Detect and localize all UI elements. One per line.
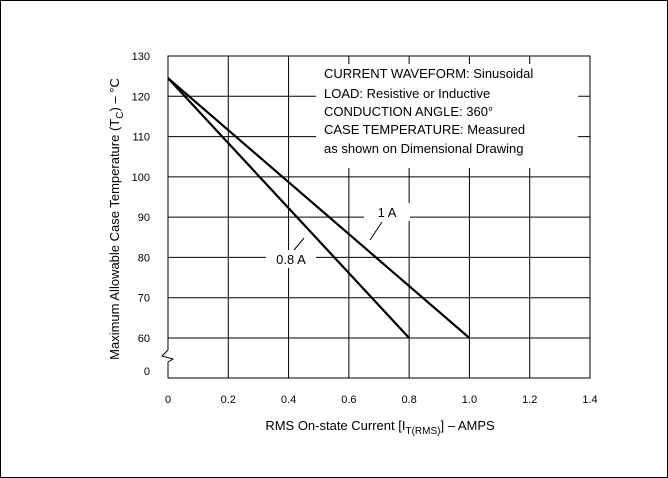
y-tick-label: 110 <box>132 132 150 144</box>
annotation-line: as shown on Dimensional Drawing <box>324 141 523 156</box>
series-label-leader <box>369 221 383 241</box>
series-label-background <box>266 250 316 268</box>
annotation-line: CONDUCTION ANGLE: 360° <box>324 104 493 119</box>
annotation-line: CURRENT WAVEFORM: Sinusoidal <box>324 66 533 81</box>
x-tick-label: 0.6 <box>341 394 356 406</box>
annotation-line: LOAD: Resistive or Inductive <box>324 86 490 101</box>
series-label: 0.8 A <box>276 252 306 267</box>
series-line <box>167 77 471 339</box>
y-axis-title: Maximum Allowable Case Temperature (TC) … <box>107 78 126 360</box>
x-tick-label: 0.2 <box>221 394 236 406</box>
x-tick-label: 1.4 <box>582 394 597 406</box>
x-axis-title: RMS On-state Current [IT(RMS)] – AMPS <box>265 418 495 437</box>
y-tick-label: 90 <box>138 212 150 224</box>
series-lines <box>167 77 471 339</box>
annotation-line: CASE TEMPERATURE: Measured <box>324 122 525 137</box>
axis-break-mark <box>161 346 175 366</box>
x-tick-labels: 0 0.2 0.4 0.6 0.8 1.0 1.2 1.4 <box>165 394 598 406</box>
x-tick-label: 0.4 <box>281 394 296 406</box>
y-tick-label-break: 0 <box>144 366 150 378</box>
y-tick-label: 70 <box>138 293 150 305</box>
series-line <box>167 77 410 339</box>
y-tick-label: 80 <box>138 252 150 264</box>
y-tick-label: 100 <box>132 172 150 184</box>
x-tick-label: 1.0 <box>462 394 477 406</box>
annotation-background <box>316 64 578 168</box>
x-tick-label: 0 <box>165 394 171 406</box>
y-tick-label: 60 <box>138 333 150 345</box>
series-label-background <box>364 203 410 221</box>
axis-break <box>158 346 175 366</box>
y-tick-label: 130 <box>132 51 150 63</box>
plot-border <box>167 55 591 379</box>
conditions-annotation: CURRENT WAVEFORM: Sinusoidal LOAD: Resist… <box>316 64 578 168</box>
y-tick-label: 120 <box>132 91 150 103</box>
x-tick-label: 0.8 <box>401 394 416 406</box>
x-tick-label: 1.2 <box>522 394 537 406</box>
series-label-leader <box>293 237 305 251</box>
y-tick-labels: 130 120 110 100 90 80 70 60 0 <box>132 51 150 378</box>
series-label: 1 A <box>378 205 397 220</box>
series-labels: 1 A 0.8 A <box>266 203 410 268</box>
